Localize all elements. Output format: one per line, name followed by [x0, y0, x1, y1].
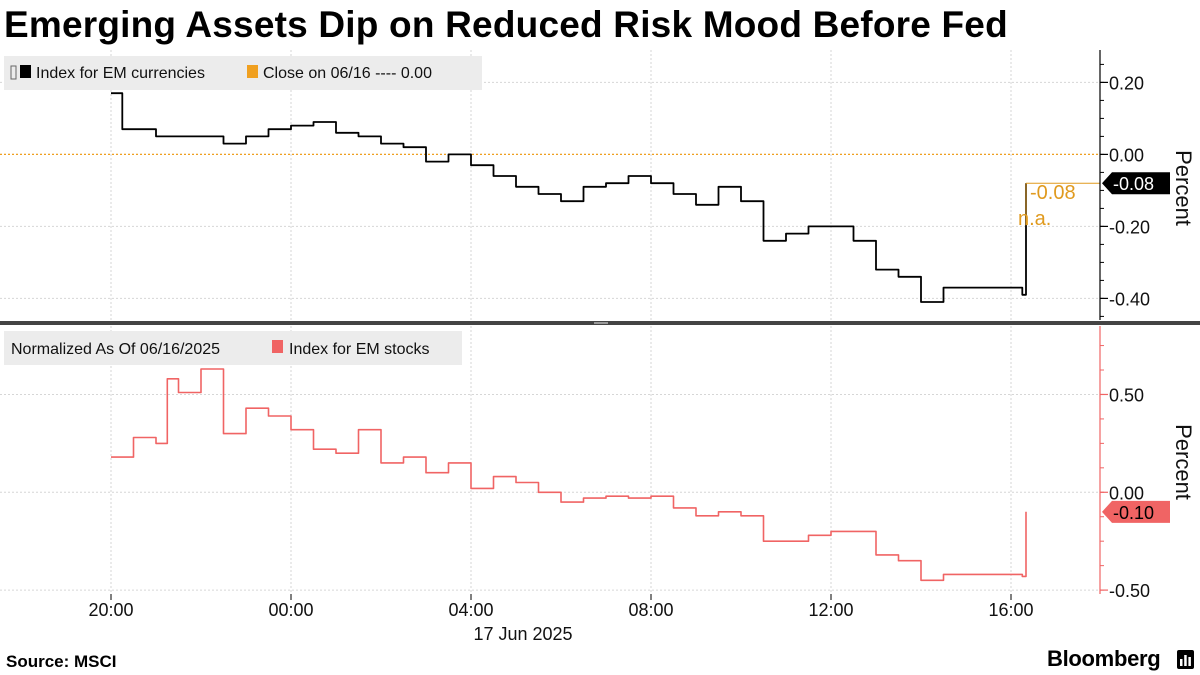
x-tick-label: 08:00 — [628, 600, 673, 620]
stocks-last-value-text: -0.10 — [1113, 503, 1154, 523]
stocks-last-value-tag-shape — [1102, 500, 1170, 523]
chart-title: Emerging Assets Dip on Reduced Risk Mood… — [4, 4, 1008, 45]
currency-legend-label: Index for EM currencies — [36, 65, 205, 82]
stocks-y-ticks: 0.50 0.00 -0.50 — [1100, 345, 1150, 601]
close-legend-label: Close on 06/16 ---- 0.00 — [263, 65, 432, 82]
y-tick-label: 0.50 — [1109, 385, 1144, 405]
y-tick-label: -0.50 — [1109, 581, 1150, 601]
stocks-legend-normalized: Normalized As Of 06/16/2025 — [11, 341, 220, 358]
currency-panel: 0.20 0.00 -0.20 -0.40 Percent Index for EM … — [0, 50, 1196, 320]
currency-y-axis-title: Percent — [1171, 150, 1196, 226]
currency-legend-swatch — [20, 65, 31, 78]
series-line — [111, 92, 1027, 303]
x-tick-label: 16:00 — [988, 600, 1033, 620]
currency-plot-area — [0, 50, 1100, 320]
series-line — [111, 368, 1027, 582]
stocks-vertical-gridlines — [110, 326, 1012, 594]
y-tick-label: 0.00 — [1109, 483, 1144, 503]
x-tick-label: 00:00 — [268, 600, 313, 620]
bloomberg-bar-chart-icon — [1177, 650, 1194, 669]
currency-annotation-na: n.a. — [1018, 208, 1051, 230]
y-tick-label: 0.20 — [1109, 73, 1144, 93]
stocks-legend-swatch — [272, 340, 283, 353]
y-tick-label: -0.20 — [1109, 217, 1150, 237]
x-axis-ticks: 20:00 00:00 04:00 08:00 12:00 16:00 — [88, 594, 1034, 620]
currency-legend-box — [4, 56, 482, 90]
currency-y-ticks: 0.20 0.00 -0.20 -0.40 — [1100, 63, 1150, 317]
currency-last-value-text: -0.08 — [1113, 174, 1154, 194]
currency-annotation-value: -0.08 — [1030, 182, 1076, 204]
x-tick-label: 20:00 — [88, 600, 133, 620]
legend-marker-icon — [10, 65, 17, 80]
y-tick-label: 0.00 — [1109, 145, 1144, 165]
stocks-y-axis-title: Percent — [1171, 424, 1196, 500]
stocks-legend-box — [4, 331, 462, 365]
stocks-legend-label: Index for EM stocks — [289, 341, 430, 358]
currency-last-value-tag-shape — [1102, 172, 1170, 195]
currency-vertical-gridlines — [110, 50, 1012, 320]
stocks-last-value-tag: -0.10 — [1102, 500, 1170, 523]
source-note: Source: MSCI — [6, 652, 117, 671]
currency-last-value-tag: -0.08 — [1102, 172, 1170, 195]
stocks-series — [111, 368, 1027, 582]
bloomberg-logo: Bloomberg — [1047, 646, 1161, 671]
stocks-panel: 0.50 0.00 -0.50 Percent Normalized As Of 0… — [0, 326, 1196, 601]
x-tick-label: 04:00 — [448, 600, 493, 620]
x-tick-label: 12:00 — [808, 600, 853, 620]
x-axis-date-label: 17 Jun 2025 — [473, 624, 572, 644]
close-legend-swatch — [247, 65, 258, 78]
y-tick-label: -0.40 — [1109, 289, 1150, 309]
panel-divider-handle-icon[interactable] — [594, 322, 608, 324]
currency-series — [111, 92, 1100, 303]
